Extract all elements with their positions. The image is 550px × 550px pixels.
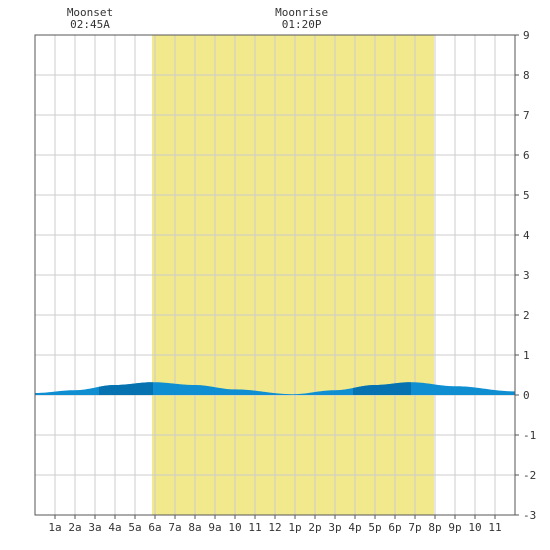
- y-tick-label: 8: [523, 69, 530, 82]
- x-tick-label: 2p: [308, 521, 321, 534]
- x-tick-label: 4a: [108, 521, 121, 534]
- moonrise-time: 01:20P: [282, 18, 322, 31]
- x-tick-label: 11: [248, 521, 261, 534]
- x-axis: 1a 2a 3a 4a 5a 6a 7a 8a 9a 10 11 12 1p 2p 3p 4p 5p 6p 7p 8p…: [48, 515, 502, 534]
- y-tick-label: 2: [523, 309, 530, 322]
- y-tick-label: 3: [523, 269, 530, 282]
- x-tick-label: 9p: [448, 521, 461, 534]
- x-tick-label: 5a: [128, 521, 141, 534]
- moonrise-label: Moonrise: [275, 6, 328, 19]
- y-axis: 9 8 7 6 5 4 3 2 1 0 -1 -2 -3: [515, 29, 536, 522]
- moonset-time: 02:45A: [70, 18, 110, 31]
- x-tick-label: 7p: [408, 521, 421, 534]
- x-tick-label: 6a: [148, 521, 161, 534]
- grid: [35, 35, 515, 515]
- y-tick-label: -1: [523, 429, 536, 442]
- x-tick-label: 8a: [188, 521, 201, 534]
- x-tick-label: 8p: [428, 521, 441, 534]
- tide-series: [35, 382, 515, 395]
- y-tick-label: 0: [523, 389, 530, 402]
- x-tick-label: 3a: [88, 521, 101, 534]
- x-tick-label: 6p: [388, 521, 401, 534]
- tide-area-band: [353, 382, 411, 395]
- x-tick-label: 10: [228, 521, 241, 534]
- x-tick-label: 10: [468, 521, 481, 534]
- y-tick-label: 9: [523, 29, 530, 42]
- moonset-label: Moonset: [67, 6, 113, 19]
- y-tick-label: -2: [523, 469, 536, 482]
- y-tick-label: 5: [523, 189, 530, 202]
- x-tick-label: 12: [268, 521, 281, 534]
- x-tick-label: 1p: [288, 521, 301, 534]
- x-tick-label: 3p: [328, 521, 341, 534]
- x-tick-label: 9a: [208, 521, 221, 534]
- y-tick-label: -3: [523, 509, 536, 522]
- y-tick-label: 6: [523, 149, 530, 162]
- y-tick-label: 4: [523, 229, 530, 242]
- x-tick-label: 1a: [48, 521, 61, 534]
- y-tick-label: 7: [523, 109, 530, 122]
- x-tick-label: 7a: [168, 521, 181, 534]
- x-tick-label: 5p: [368, 521, 381, 534]
- x-tick-label: 11: [488, 521, 501, 534]
- tide-area-band: [99, 382, 153, 395]
- x-tick-label: 2a: [68, 521, 81, 534]
- x-tick-label: 4p: [348, 521, 361, 534]
- moon-labels: Moonset 02:45A Moonrise 01:20P: [67, 6, 328, 31]
- y-tick-label: 1: [523, 349, 530, 362]
